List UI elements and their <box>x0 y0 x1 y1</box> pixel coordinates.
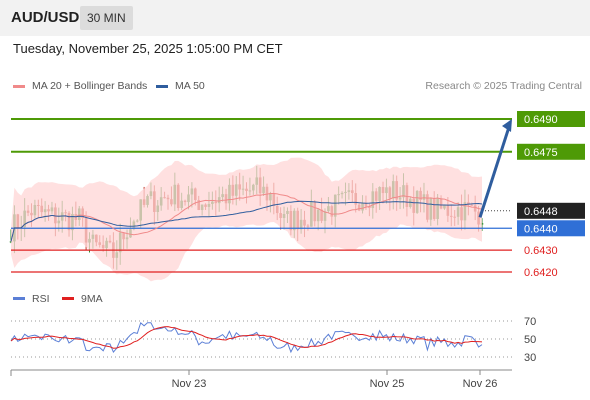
ma50-line <box>10 200 483 242</box>
rsi-legend-label: 9MA <box>81 293 103 305</box>
symbol-label: AUD/USD <box>11 9 80 26</box>
rsi-level-label: 50 <box>524 334 536 346</box>
x-axis-tick-label: Nov 26 <box>463 378 498 390</box>
price-label: 0.6440 <box>524 223 558 235</box>
projection-arrowhead <box>502 119 512 132</box>
price-label: 0.6448 <box>524 206 558 218</box>
price-label: 0.6475 <box>524 147 558 159</box>
bollinger-band <box>11 157 482 282</box>
legend-ma20: MA 20 + Bollinger Bands <box>13 80 147 92</box>
research-credit: Research © 2025 Trading Central <box>425 80 582 92</box>
legend-ma50: MA 50 <box>156 80 205 92</box>
rsi-legend-label: RSI <box>32 293 50 305</box>
rsi-level-label: 30 <box>524 352 536 364</box>
rsi-line <box>10 322 483 354</box>
price-label-box <box>517 143 585 160</box>
price-label: 0.6490 <box>524 114 558 126</box>
rsi-level-label: 70 <box>524 316 536 328</box>
price-label-box <box>517 111 585 127</box>
x-axis-tick-label: Nov 23 <box>172 378 207 390</box>
rsi-legend-swatch <box>62 297 74 300</box>
timeframe-badge[interactable]: 30 MIN <box>80 6 133 30</box>
legend-label-ma20: MA 20 + Bollinger Bands <box>32 80 148 92</box>
price-label-box <box>517 202 585 219</box>
x-axis-tick-label: Nov 25 <box>370 378 405 390</box>
rsi-legend-swatch <box>13 297 25 300</box>
price-label: 0.6420 <box>524 267 558 279</box>
rsi-ma-line <box>10 326 483 349</box>
legend-swatch-ma20 <box>13 84 25 88</box>
price-label: 0.6430 <box>524 245 558 257</box>
projection-arrow <box>478 126 511 218</box>
price-label-box <box>517 220 585 237</box>
chart-header: AUD/USD 30 MIN <box>0 0 590 36</box>
chart-datetime: Tuesday, November 25, 2025 1:05:00 PM CE… <box>13 41 283 56</box>
legend-label-ma50: MA 50 <box>175 80 205 92</box>
legend-swatch-ma50 <box>156 84 168 88</box>
ma20-line <box>10 193 483 242</box>
